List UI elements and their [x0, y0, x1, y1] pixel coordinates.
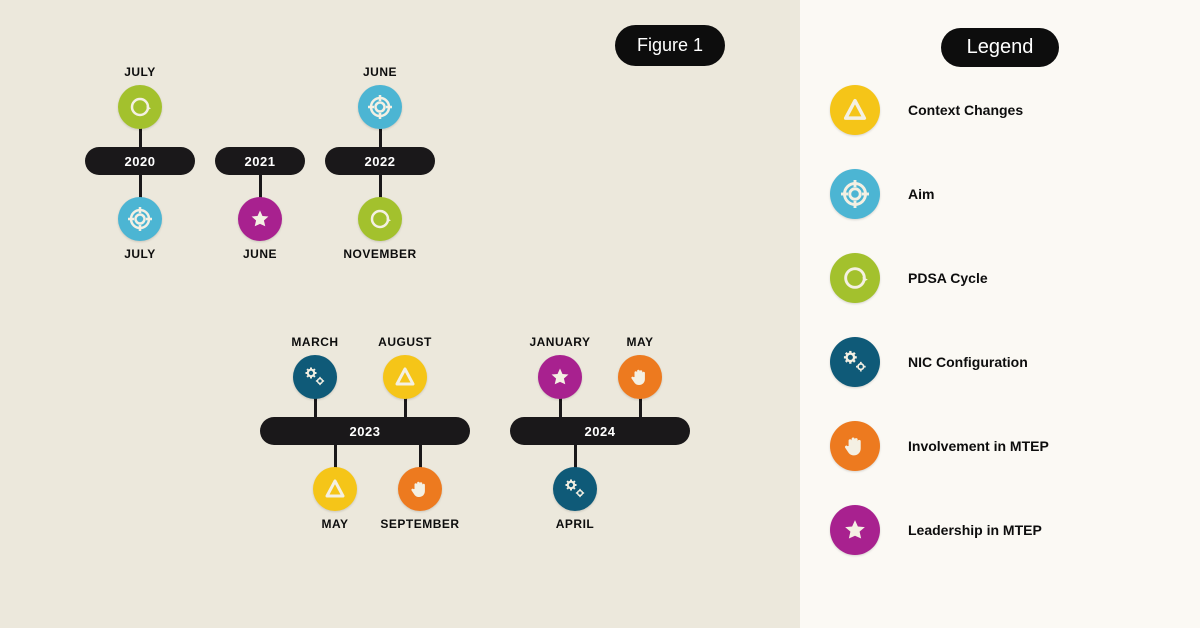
year-bar: 2022 [325, 147, 435, 175]
legend-list: Context Changes Aim PDSA Cycle NIC Configur… [830, 85, 1170, 555]
month-label: NOVEMBER [330, 247, 430, 261]
month-label: MAY [590, 335, 690, 349]
legend-item: Context Changes [830, 85, 1170, 135]
main-panel: Figure 1 2020 JULY JULY 2021 JUNE 2022 JUNE NOV… [0, 0, 800, 628]
year-bar: 2024 [510, 417, 690, 445]
year-bar: 2023 [260, 417, 470, 445]
connector [574, 444, 577, 468]
involvement-icon [618, 355, 662, 399]
pdsa-cycle-icon [358, 197, 402, 241]
context-changes-icon [830, 85, 880, 135]
context-changes-icon [313, 467, 357, 511]
nic-config-icon [830, 337, 880, 387]
legend-label: PDSA Cycle [908, 270, 988, 286]
legend-item: Leadership in MTEP [830, 505, 1170, 555]
nic-config-icon [293, 355, 337, 399]
aim-icon [358, 85, 402, 129]
legend-label: Context Changes [908, 102, 1023, 118]
legend-item: PDSA Cycle [830, 253, 1170, 303]
connector [559, 397, 562, 417]
connector [314, 397, 317, 417]
legend-panel: Legend Context Changes Aim PDSA Cycle NIC C… [800, 0, 1200, 628]
month-label: JULY [90, 247, 190, 261]
month-label: APRIL [525, 517, 625, 531]
year-bar: 2020 [85, 147, 195, 175]
aim-icon [118, 197, 162, 241]
connector [334, 444, 337, 468]
legend-title: Legend [941, 28, 1060, 67]
pdsa-cycle-icon [118, 85, 162, 129]
figure-label: Figure 1 [615, 25, 725, 66]
connector [139, 127, 142, 147]
year-label: 2020 [85, 154, 195, 169]
leadership-icon [238, 197, 282, 241]
legend-item: NIC Configuration [830, 337, 1170, 387]
year-bar: 2021 [215, 147, 305, 175]
connector [379, 127, 382, 147]
year-label: 2022 [325, 154, 435, 169]
legend-item: Aim [830, 169, 1170, 219]
involvement-icon [830, 421, 880, 471]
nic-config-icon [553, 467, 597, 511]
leadership-icon [538, 355, 582, 399]
month-label: JULY [90, 65, 190, 79]
legend-label: Aim [908, 186, 934, 202]
month-label: AUGUST [355, 335, 455, 349]
leadership-icon [830, 505, 880, 555]
connector [639, 397, 642, 417]
month-label: JUNE [330, 65, 430, 79]
aim-icon [830, 169, 880, 219]
involvement-icon [398, 467, 442, 511]
connector [419, 444, 422, 468]
connector [379, 174, 382, 198]
legend-label: Involvement in MTEP [908, 438, 1049, 454]
month-label: MARCH [265, 335, 365, 349]
month-label: JUNE [210, 247, 310, 261]
legend-label: NIC Configuration [908, 354, 1028, 370]
year-label: 2021 [215, 154, 305, 169]
connector [139, 174, 142, 198]
pdsa-cycle-icon [830, 253, 880, 303]
legend-label: Leadership in MTEP [908, 522, 1042, 538]
legend-item: Involvement in MTEP [830, 421, 1170, 471]
connector [259, 174, 262, 198]
month-label: SEPTEMBER [370, 517, 470, 531]
year-label: 2024 [510, 424, 690, 439]
context-changes-icon [383, 355, 427, 399]
year-label: 2023 [260, 424, 470, 439]
connector [404, 397, 407, 417]
